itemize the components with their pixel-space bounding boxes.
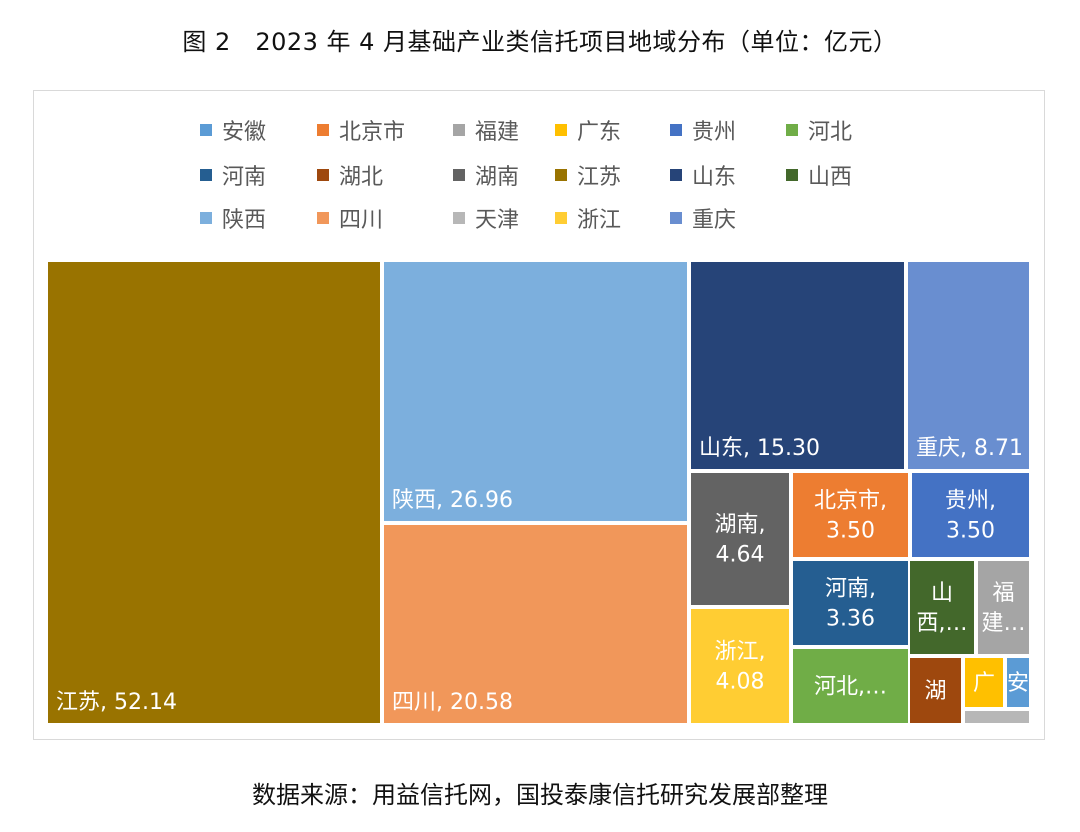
legend-item-陕西: 陕西	[200, 203, 266, 233]
treemap-label-重庆: 重庆, 8.71	[916, 436, 1023, 461]
legend-label: 山西	[808, 165, 853, 190]
treemap-label-山东: 山东, 15.30	[699, 436, 820, 461]
legend-swatch	[200, 124, 212, 136]
treemap-cell-北京市	[793, 473, 908, 557]
treemap-cell-江苏	[48, 262, 380, 723]
legend-label: 福建	[475, 120, 520, 145]
legend-item-北京市: 北京市	[317, 115, 405, 145]
treemap-label-福建: 福建…	[981, 581, 1025, 636]
legend-item-天津: 天津	[453, 203, 519, 233]
legend-item-河北: 河北	[786, 115, 852, 145]
legend-item-浙江: 浙江	[555, 203, 621, 233]
treemap-label-安徽: 安	[1007, 671, 1029, 696]
legend-swatch	[200, 212, 212, 224]
treemap-label-山西: 山西,…	[917, 581, 968, 636]
legend-swatch	[453, 169, 465, 181]
legend-item-广东: 广东	[555, 115, 621, 145]
legend-swatch	[555, 169, 567, 181]
legend-swatch	[200, 169, 212, 181]
legend-label: 江苏	[577, 165, 622, 190]
legend-label: 重庆	[692, 208, 737, 233]
legend-label: 河南	[222, 165, 267, 190]
legend-swatch	[453, 212, 465, 224]
legend-label: 湖北	[339, 165, 384, 190]
legend-label: 安徽	[222, 120, 267, 145]
legend-swatch	[786, 169, 798, 181]
legend-item-贵州: 贵州	[670, 115, 736, 145]
legend-swatch	[317, 169, 329, 181]
treemap-cell-湖南	[691, 473, 789, 605]
legend-item-江苏: 江苏	[555, 160, 621, 190]
legend-item-河南: 河南	[200, 160, 266, 190]
treemap-label-贵州: 贵州, 3.50	[945, 489, 996, 544]
legend-item-福建: 福建	[453, 115, 519, 145]
legend-label: 四川	[339, 208, 384, 233]
legend-label: 湖南	[475, 165, 520, 190]
legend-swatch	[670, 169, 682, 181]
treemap-label-湖北: 湖	[924, 679, 946, 704]
legend: 安徽 北京市 福建 广东 贵州 河北河南 湖北 湖南 江苏 山东 山西陕西 四川 天津 浙江 重庆	[200, 115, 900, 245]
legend-label: 北京市	[339, 120, 406, 145]
treemap-label-河北: 河北,…	[814, 675, 887, 700]
legend-swatch	[670, 124, 682, 136]
treemap-cell-山西	[910, 561, 974, 654]
legend-item-安徽: 安徽	[200, 115, 266, 145]
treemap-cell-四川	[384, 525, 687, 723]
source-note: 数据来源：用益信托网，国投泰康信托研究发展部整理	[252, 781, 828, 809]
treemap-label-广东: 广	[973, 671, 995, 696]
treemap-label-河南: 河南, 3.36	[825, 577, 876, 632]
treemap-cell-河南	[793, 561, 908, 645]
treemap-cell-贵州	[912, 473, 1029, 557]
treemap-label-浙江: 浙江, 4.08	[715, 640, 766, 695]
treemap-cell-河北	[793, 649, 908, 723]
legend-label: 天津	[475, 208, 520, 233]
treemap-label-陕西: 陕西, 26.96	[392, 488, 513, 513]
treemap-cell-山东	[691, 262, 904, 469]
treemap-cell-浙江	[691, 609, 789, 723]
legend-swatch	[555, 212, 567, 224]
treemap-label-江苏: 江苏, 52.14	[56, 690, 177, 715]
legend-label: 广东	[577, 120, 622, 145]
legend-swatch	[555, 124, 567, 136]
legend-label: 河北	[808, 120, 853, 145]
treemap-label-四川: 四川, 20.58	[392, 690, 513, 715]
treemap-cell-重庆	[908, 262, 1029, 469]
treemap-cell-湖北	[910, 658, 961, 723]
treemap-cell-陕西	[384, 262, 687, 521]
treemap-cell-福建	[978, 561, 1029, 654]
treemap-label-湖南: 湖南, 4.64	[715, 513, 766, 568]
legend-item-山东: 山东	[670, 160, 736, 190]
legend-swatch	[670, 212, 682, 224]
legend-label: 陕西	[222, 208, 267, 233]
legend-item-湖北: 湖北	[317, 160, 383, 190]
legend-swatch	[786, 124, 798, 136]
treemap-cell-安徽	[1007, 658, 1029, 707]
legend-item-重庆: 重庆	[670, 203, 736, 233]
legend-swatch	[317, 212, 329, 224]
legend-swatch	[317, 124, 329, 136]
legend-label: 贵州	[692, 120, 737, 145]
legend-item-湖南: 湖南	[453, 160, 519, 190]
legend-swatch	[453, 124, 465, 136]
legend-item-四川: 四川	[317, 203, 383, 233]
treemap-cell-天津	[965, 711, 1029, 723]
treemap-cell-广东	[965, 658, 1003, 707]
legend-label: 浙江	[577, 208, 622, 233]
legend-item-山西: 山西	[786, 160, 852, 190]
legend-label: 山东	[692, 165, 737, 190]
chart-title: 图 2 2023 年 4 月基础产业类信托项目地域分布（单位：亿元）	[182, 28, 898, 56]
treemap-label-北京市: 北京市, 3.50	[814, 489, 887, 544]
